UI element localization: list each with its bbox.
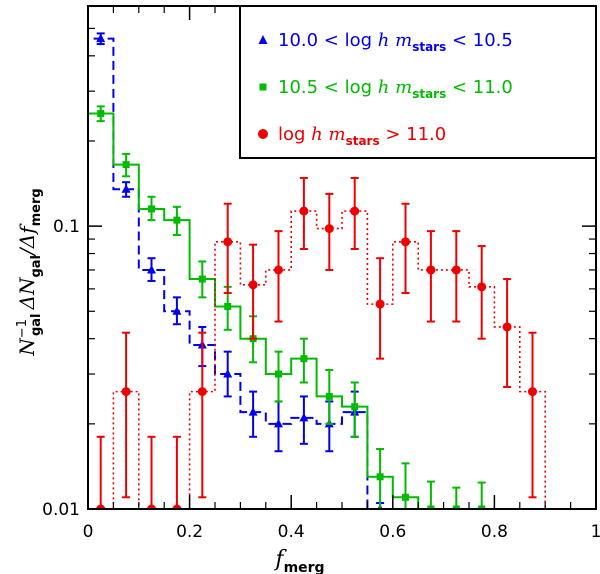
series-0-point <box>147 264 156 274</box>
series-1-point <box>351 403 359 411</box>
x-tick-label: 0.4 <box>278 522 305 542</box>
y-title-merg: merg <box>29 188 44 226</box>
legend-op2: < <box>446 77 473 98</box>
series-2-point <box>477 282 487 292</box>
y-axis-title: N−1galΔNgal/Δfmerg <box>15 188 44 356</box>
series-2 <box>88 176 546 509</box>
series-1-point <box>376 473 384 481</box>
series-2-point <box>426 265 436 275</box>
x-axis-title: fmerg <box>273 547 324 574</box>
x-tick-label: 1 <box>591 522 600 542</box>
series-1-point <box>325 392 333 400</box>
y-title-df: /Δf <box>15 223 39 257</box>
series-2-point <box>299 206 309 216</box>
series-1-point <box>198 275 206 283</box>
series-1-point <box>122 161 130 169</box>
series-0-point <box>248 407 258 416</box>
series-2-point <box>223 237 233 247</box>
legend: 10.0 < log h mstars < 10.510.5 < log h m… <box>239 5 597 159</box>
series-1-point <box>402 493 409 501</box>
series-2-point <box>502 322 512 332</box>
series-2-point <box>147 504 156 509</box>
legend-sub: stars <box>412 40 446 54</box>
legend-hi: 10.5 <box>473 30 513 51</box>
x-tick-label: 0.8 <box>481 522 508 542</box>
series-2-point <box>248 280 258 290</box>
legend-lo: 10.0 <box>278 30 318 51</box>
series-0-histogram <box>88 37 393 509</box>
y-title-exp: −1 <box>15 319 30 338</box>
series-0-point <box>172 306 182 315</box>
legend-h: h <box>311 124 323 145</box>
series-2-point <box>401 237 410 247</box>
x-axis-title-sub: merg <box>284 560 325 574</box>
legend-op1: < <box>318 30 345 51</box>
series-1-point <box>148 205 155 213</box>
legend-marker-triangle <box>258 35 268 44</box>
series-1-point <box>427 505 435 509</box>
plot-area <box>88 32 546 509</box>
legend-op2: < <box>446 30 473 51</box>
series-1-point <box>224 302 232 310</box>
legend-box <box>239 5 597 159</box>
y-tick-label: 0.01 <box>42 500 80 520</box>
series-2-point <box>121 387 131 397</box>
legend-log: log <box>345 30 378 51</box>
legend-sub: stars <box>346 134 380 148</box>
legend-label-2: log h mstars > 11.0 <box>278 124 446 148</box>
series-2-point <box>350 206 360 216</box>
y-title-n1: N <box>15 337 39 357</box>
series-1-point <box>173 216 181 224</box>
legend-h: h <box>378 77 390 98</box>
y-title-dn: ΔN <box>15 276 39 310</box>
legend-label-0: 10.0 < log h mstars < 10.5 <box>278 30 513 54</box>
y-title-gal1: gal <box>29 313 44 336</box>
x-tick-label: 0.2 <box>176 522 203 542</box>
legend-marker-square <box>259 83 267 91</box>
series-2-point <box>451 265 461 275</box>
series-0-point <box>274 418 283 428</box>
series-0-point <box>121 184 131 193</box>
legend-op1: < <box>318 77 345 98</box>
series-0-point <box>96 33 106 43</box>
series-2-point <box>324 224 334 234</box>
legend-m: m <box>395 30 412 51</box>
legend-lo: 10.5 <box>278 77 318 98</box>
series-2-point <box>172 504 182 509</box>
series-1-point <box>275 370 282 378</box>
x-tick-label: 0 <box>83 522 94 542</box>
series-2-point <box>375 299 385 309</box>
legend-h: h <box>378 30 390 51</box>
legend-label-1: 10.5 < log h mstars < 11.0 <box>278 77 513 101</box>
series-2-point <box>197 387 207 397</box>
y-title-gal2: gal <box>29 255 44 278</box>
series-1-histogram <box>88 112 495 509</box>
series-1-point <box>97 110 105 118</box>
legend-log: log <box>278 124 311 145</box>
series-2-point <box>96 504 106 509</box>
plot-layer <box>88 32 546 509</box>
series-1-point <box>478 505 486 509</box>
legend-hi: 11.0 <box>406 124 446 145</box>
legend-m: m <box>395 77 412 98</box>
series-1-point <box>452 505 460 509</box>
y-tick-label: 0.1 <box>53 217 80 237</box>
legend-m: m <box>329 124 346 145</box>
legend-log: log <box>345 77 378 98</box>
x-tick-label: 0.6 <box>379 522 406 542</box>
legend-marker-circle <box>258 129 268 139</box>
series-2-point <box>528 387 537 397</box>
legend-hi: 11.0 <box>473 77 513 98</box>
series-1-point <box>300 355 308 363</box>
series-0-point <box>299 412 309 422</box>
series-2-point <box>274 265 283 275</box>
legend-sub: stars <box>412 87 446 101</box>
series-0-point <box>223 369 233 378</box>
legend-op2: > <box>380 124 407 145</box>
series-1 <box>88 105 495 509</box>
